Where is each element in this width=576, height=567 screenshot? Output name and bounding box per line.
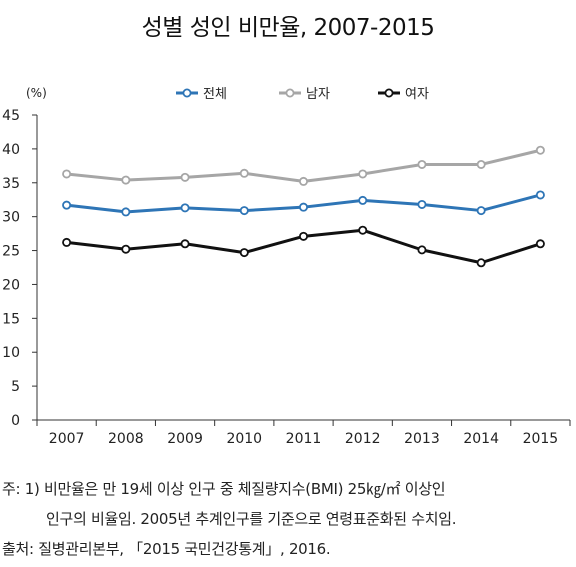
x-tick-label: 2014 — [463, 431, 499, 447]
data-point — [476, 206, 486, 216]
data-point — [417, 245, 427, 255]
y-tick-label: 30 — [2, 210, 20, 226]
legend-label: 여자 — [405, 87, 429, 102]
line-chart: (%) 0 5 10 15 20 25 30 35 40 45 2007 2008 2009 2010 201… — [2, 86, 571, 447]
data-point — [358, 225, 368, 235]
data-point — [417, 199, 427, 209]
data-point — [121, 207, 131, 217]
x-tick-label: 2008 — [108, 431, 144, 447]
legend-label: 남자 — [306, 87, 330, 102]
data-point — [239, 248, 249, 258]
chart-title: 성별 성인 비만율, 2007-2015 — [141, 15, 435, 41]
legend-swatch-marker — [182, 88, 192, 98]
data-point — [121, 175, 131, 185]
y-unit-label: (%) — [26, 86, 47, 100]
x-tick-label: 2009 — [167, 431, 203, 447]
y-tick-label: 45 — [2, 108, 20, 124]
data-point — [358, 195, 368, 205]
y-tick-label: 35 — [2, 176, 20, 192]
data-point — [180, 203, 190, 213]
x-tick-label: 2007 — [49, 431, 85, 447]
y-tick-label: 25 — [2, 244, 20, 260]
data-point — [239, 168, 249, 178]
data-point — [535, 145, 545, 155]
data-point — [476, 258, 486, 268]
data-point — [121, 244, 131, 254]
chart-lines — [62, 145, 545, 268]
data-point — [535, 190, 545, 200]
data-point — [358, 169, 368, 179]
x-tick-label: 2011 — [286, 431, 322, 447]
y-tick-label: 0 — [11, 413, 20, 429]
data-point — [180, 239, 190, 249]
y-tick-label: 5 — [11, 379, 20, 395]
data-point — [62, 169, 72, 179]
source-note: 출처: 질병관리본부, 「2015 국민건강통계」, 2016. — [2, 540, 331, 558]
data-point — [417, 159, 427, 169]
y-tick-label: 20 — [2, 277, 20, 293]
data-point — [62, 237, 72, 247]
footnote-line-1: 주: 1) 비만율은 만 19세 이상 인구 중 체질량지수(BMI) 25㎏/… — [2, 480, 446, 498]
data-point — [298, 176, 308, 186]
x-tick-label: 2013 — [404, 431, 440, 447]
x-tick-label: 2010 — [226, 431, 262, 447]
data-point — [180, 172, 190, 182]
y-tick-label: 15 — [2, 311, 20, 327]
data-point — [239, 206, 249, 216]
data-point — [535, 239, 545, 249]
data-point — [62, 200, 72, 210]
footnote-line-2: 인구의 비율임. 2005년 추계인구를 기준으로 연령표준화된 수치임. — [46, 510, 457, 528]
legend-label: 전체 — [203, 87, 227, 102]
x-tick-label: 2012 — [345, 431, 381, 447]
legend-swatch-marker — [384, 88, 394, 98]
data-point — [298, 202, 308, 212]
y-tick-label: 10 — [2, 345, 20, 361]
x-tick-label: 2015 — [523, 431, 559, 447]
data-point — [476, 159, 486, 169]
y-tick-label: 40 — [2, 142, 20, 158]
series-line-2 — [66, 148, 541, 183]
legend-swatch-marker — [285, 88, 295, 98]
chart-axes: (%) 0 5 10 15 20 25 30 35 40 45 2007 2008 2009 2010 201… — [2, 86, 571, 447]
data-point — [298, 231, 308, 241]
chart-legend: 전체 남자 여자 — [176, 87, 429, 102]
